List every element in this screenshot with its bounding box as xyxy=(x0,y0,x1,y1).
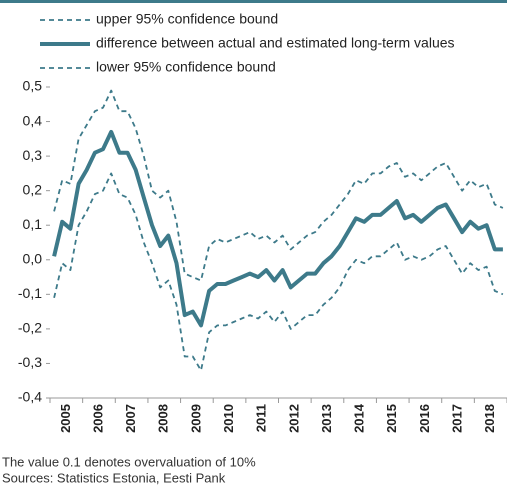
series-line xyxy=(53,172,504,372)
series-line xyxy=(53,89,504,282)
header-stripe xyxy=(0,0,507,3)
x-tick-label: 2014 xyxy=(352,403,367,433)
note: The value 0.1 denotes overvaluation of 1… xyxy=(2,454,256,469)
y-tick-label: 0,3 xyxy=(23,147,43,163)
x-tick-label: 2008 xyxy=(156,404,171,433)
x-tick-label: 2011 xyxy=(254,404,269,432)
y-tick-label: 0,2 xyxy=(23,181,43,197)
y-tick-label: -0,2 xyxy=(18,320,42,336)
series-line xyxy=(52,129,503,328)
x-tick-label: 2015 xyxy=(384,404,399,433)
x-tick-label: 2018 xyxy=(482,404,497,433)
y-tick-label: -0,1 xyxy=(18,285,42,301)
x-tick-label: 2006 xyxy=(90,404,105,433)
x-tick-label: 2009 xyxy=(188,404,203,433)
x-tick-label: 2007 xyxy=(123,404,138,433)
y-tick-label: -0,4 xyxy=(18,389,42,405)
y-tick-label: 0,5 xyxy=(23,78,43,94)
x-tick-label: 2012 xyxy=(286,404,301,433)
y-tick-label: -0,3 xyxy=(18,354,42,370)
y-tick-label: 0,0 xyxy=(23,250,43,266)
legend-label: upper 95% confidence bound xyxy=(96,11,278,27)
x-tick-label: 2010 xyxy=(221,404,236,433)
x-tick-label: 2005 xyxy=(58,404,73,433)
legend-label: lower 95% confidence bound xyxy=(96,59,276,75)
x-tick-label: 2013 xyxy=(319,404,334,433)
legend-label: difference between actual and estimated … xyxy=(96,35,455,51)
source: Sources: Statistics Estonia, Eesti Pank xyxy=(2,470,226,485)
y-tick-label: 0,1 xyxy=(23,216,43,232)
x-tick-label: 2017 xyxy=(449,404,464,433)
x-tick-label: 2016 xyxy=(417,404,432,433)
y-tick-label: 0,4 xyxy=(23,112,43,128)
